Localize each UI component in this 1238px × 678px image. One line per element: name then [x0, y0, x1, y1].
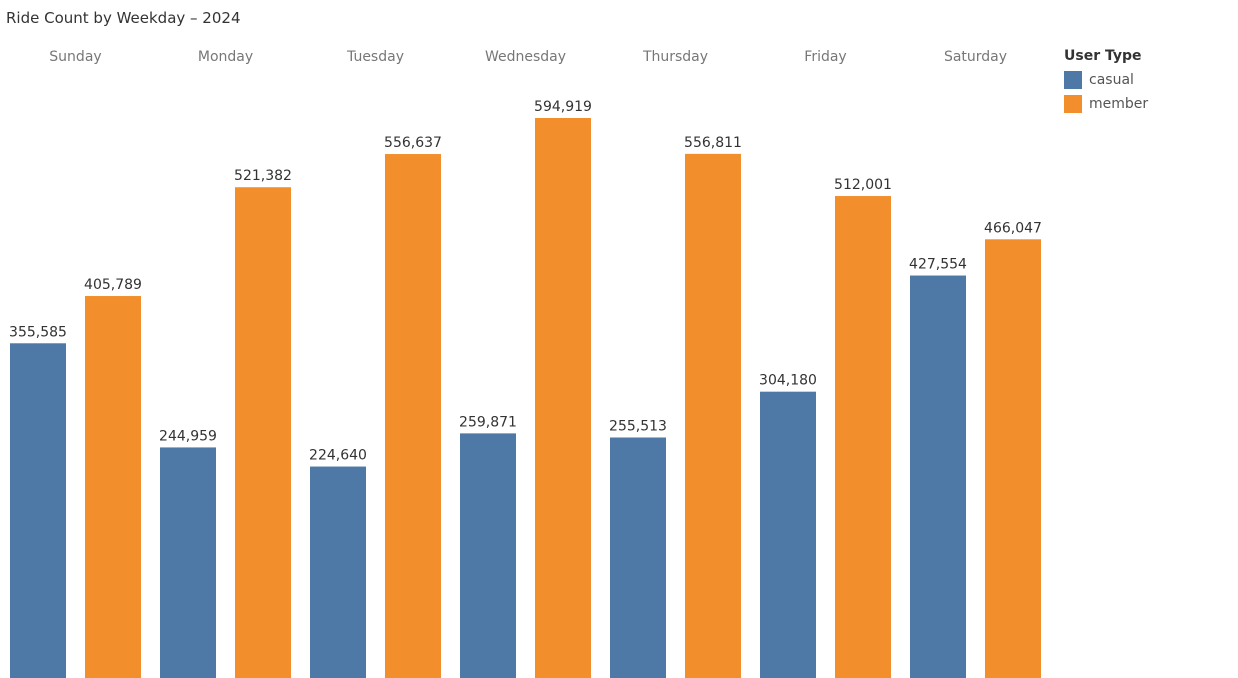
category-label-sunday: Sunday [49, 49, 101, 65]
data-label-member-saturday: 466,047 [984, 220, 1042, 236]
legend-swatch-casual [1064, 71, 1082, 89]
data-label-casual-tuesday: 224,640 [309, 448, 367, 464]
data-label-member-sunday: 405,789 [84, 277, 142, 293]
category-label-wednesday: Wednesday [485, 49, 566, 65]
category-label-friday: Friday [804, 49, 846, 65]
category-label-monday: Monday [198, 49, 253, 65]
bar-casual-saturday[interactable] [910, 275, 966, 678]
data-label-casual-saturday: 427,554 [909, 257, 967, 273]
data-label-casual-thursday: 255,513 [609, 418, 667, 434]
bar-casual-monday[interactable] [160, 447, 216, 678]
legend-item-casual[interactable]: casual [1064, 68, 1148, 92]
data-label-casual-monday: 244,959 [159, 428, 217, 444]
category-label-tuesday: Tuesday [346, 49, 404, 65]
bar-member-wednesday[interactable] [535, 118, 591, 678]
bar-member-monday[interactable] [235, 187, 291, 678]
bar-chart: Sunday 355,585 405,789 Monday 244,959 521,382… [9, 49, 1042, 678]
bar-casual-friday[interactable] [760, 391, 816, 678]
data-label-member-tuesday: 556,637 [384, 135, 442, 151]
legend-swatch-member [1064, 95, 1082, 113]
legend: User Type casual member [1064, 48, 1148, 116]
bar-casual-thursday[interactable] [610, 437, 666, 678]
data-label-member-thursday: 556,811 [684, 135, 742, 151]
bar-member-tuesday[interactable] [385, 154, 441, 678]
bar-casual-sunday[interactable] [10, 343, 66, 678]
data-label-casual-wednesday: 259,871 [459, 414, 517, 430]
bar-casual-wednesday[interactable] [460, 433, 516, 678]
chart-title: Ride Count by Weekday – 2024 [6, 9, 241, 27]
data-label-casual-friday: 304,180 [759, 373, 817, 389]
bar-member-friday[interactable] [835, 196, 891, 678]
data-label-casual-sunday: 355,585 [9, 324, 67, 340]
bar-member-sunday[interactable] [85, 296, 141, 678]
bar-member-saturday[interactable] [985, 239, 1041, 678]
data-label-member-monday: 521,382 [234, 168, 292, 184]
data-label-member-wednesday: 594,919 [534, 99, 592, 115]
bar-casual-tuesday[interactable] [310, 466, 366, 678]
category-label-saturday: Saturday [944, 49, 1007, 65]
bar-member-thursday[interactable] [685, 153, 741, 678]
legend-label-casual: casual [1089, 72, 1134, 88]
legend-title: User Type [1064, 48, 1142, 64]
legend-item-member[interactable]: member [1064, 92, 1148, 116]
category-label-thursday: Thursday [642, 49, 708, 65]
legend-label-member: member [1089, 96, 1149, 112]
data-label-member-friday: 512,001 [834, 177, 892, 193]
